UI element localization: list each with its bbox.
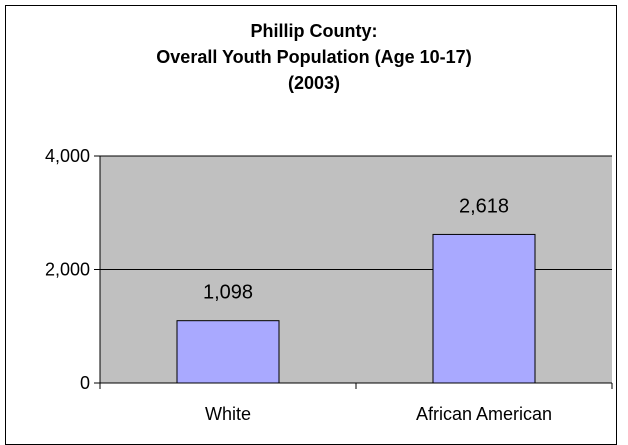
x-tick-label-1: African American (416, 404, 552, 424)
y-tick-label-2: 4,000 (45, 146, 90, 166)
y-tick-label-0: 0 (80, 373, 90, 393)
x-tick-label-0: White (205, 404, 251, 424)
bar-1 (432, 233, 536, 384)
chart-title: Phillip County: Overall Youth Population… (0, 18, 628, 96)
data-label-1: 2,618 (459, 195, 509, 217)
y-tick-label-1: 2,000 (45, 260, 90, 280)
bar-chart: 0 2,000 4,000 1,098 White 2,618 African Americ… (45, 146, 613, 424)
chart-title-line-3: (2003) (287, 73, 341, 93)
chart-title-line-1: Phillip County: (250, 21, 378, 41)
data-label-0: 1,098 (203, 282, 253, 304)
chart-title-line-2: Overall Youth Population (Age 10-17) (156, 47, 472, 67)
bar-0 (176, 320, 280, 384)
